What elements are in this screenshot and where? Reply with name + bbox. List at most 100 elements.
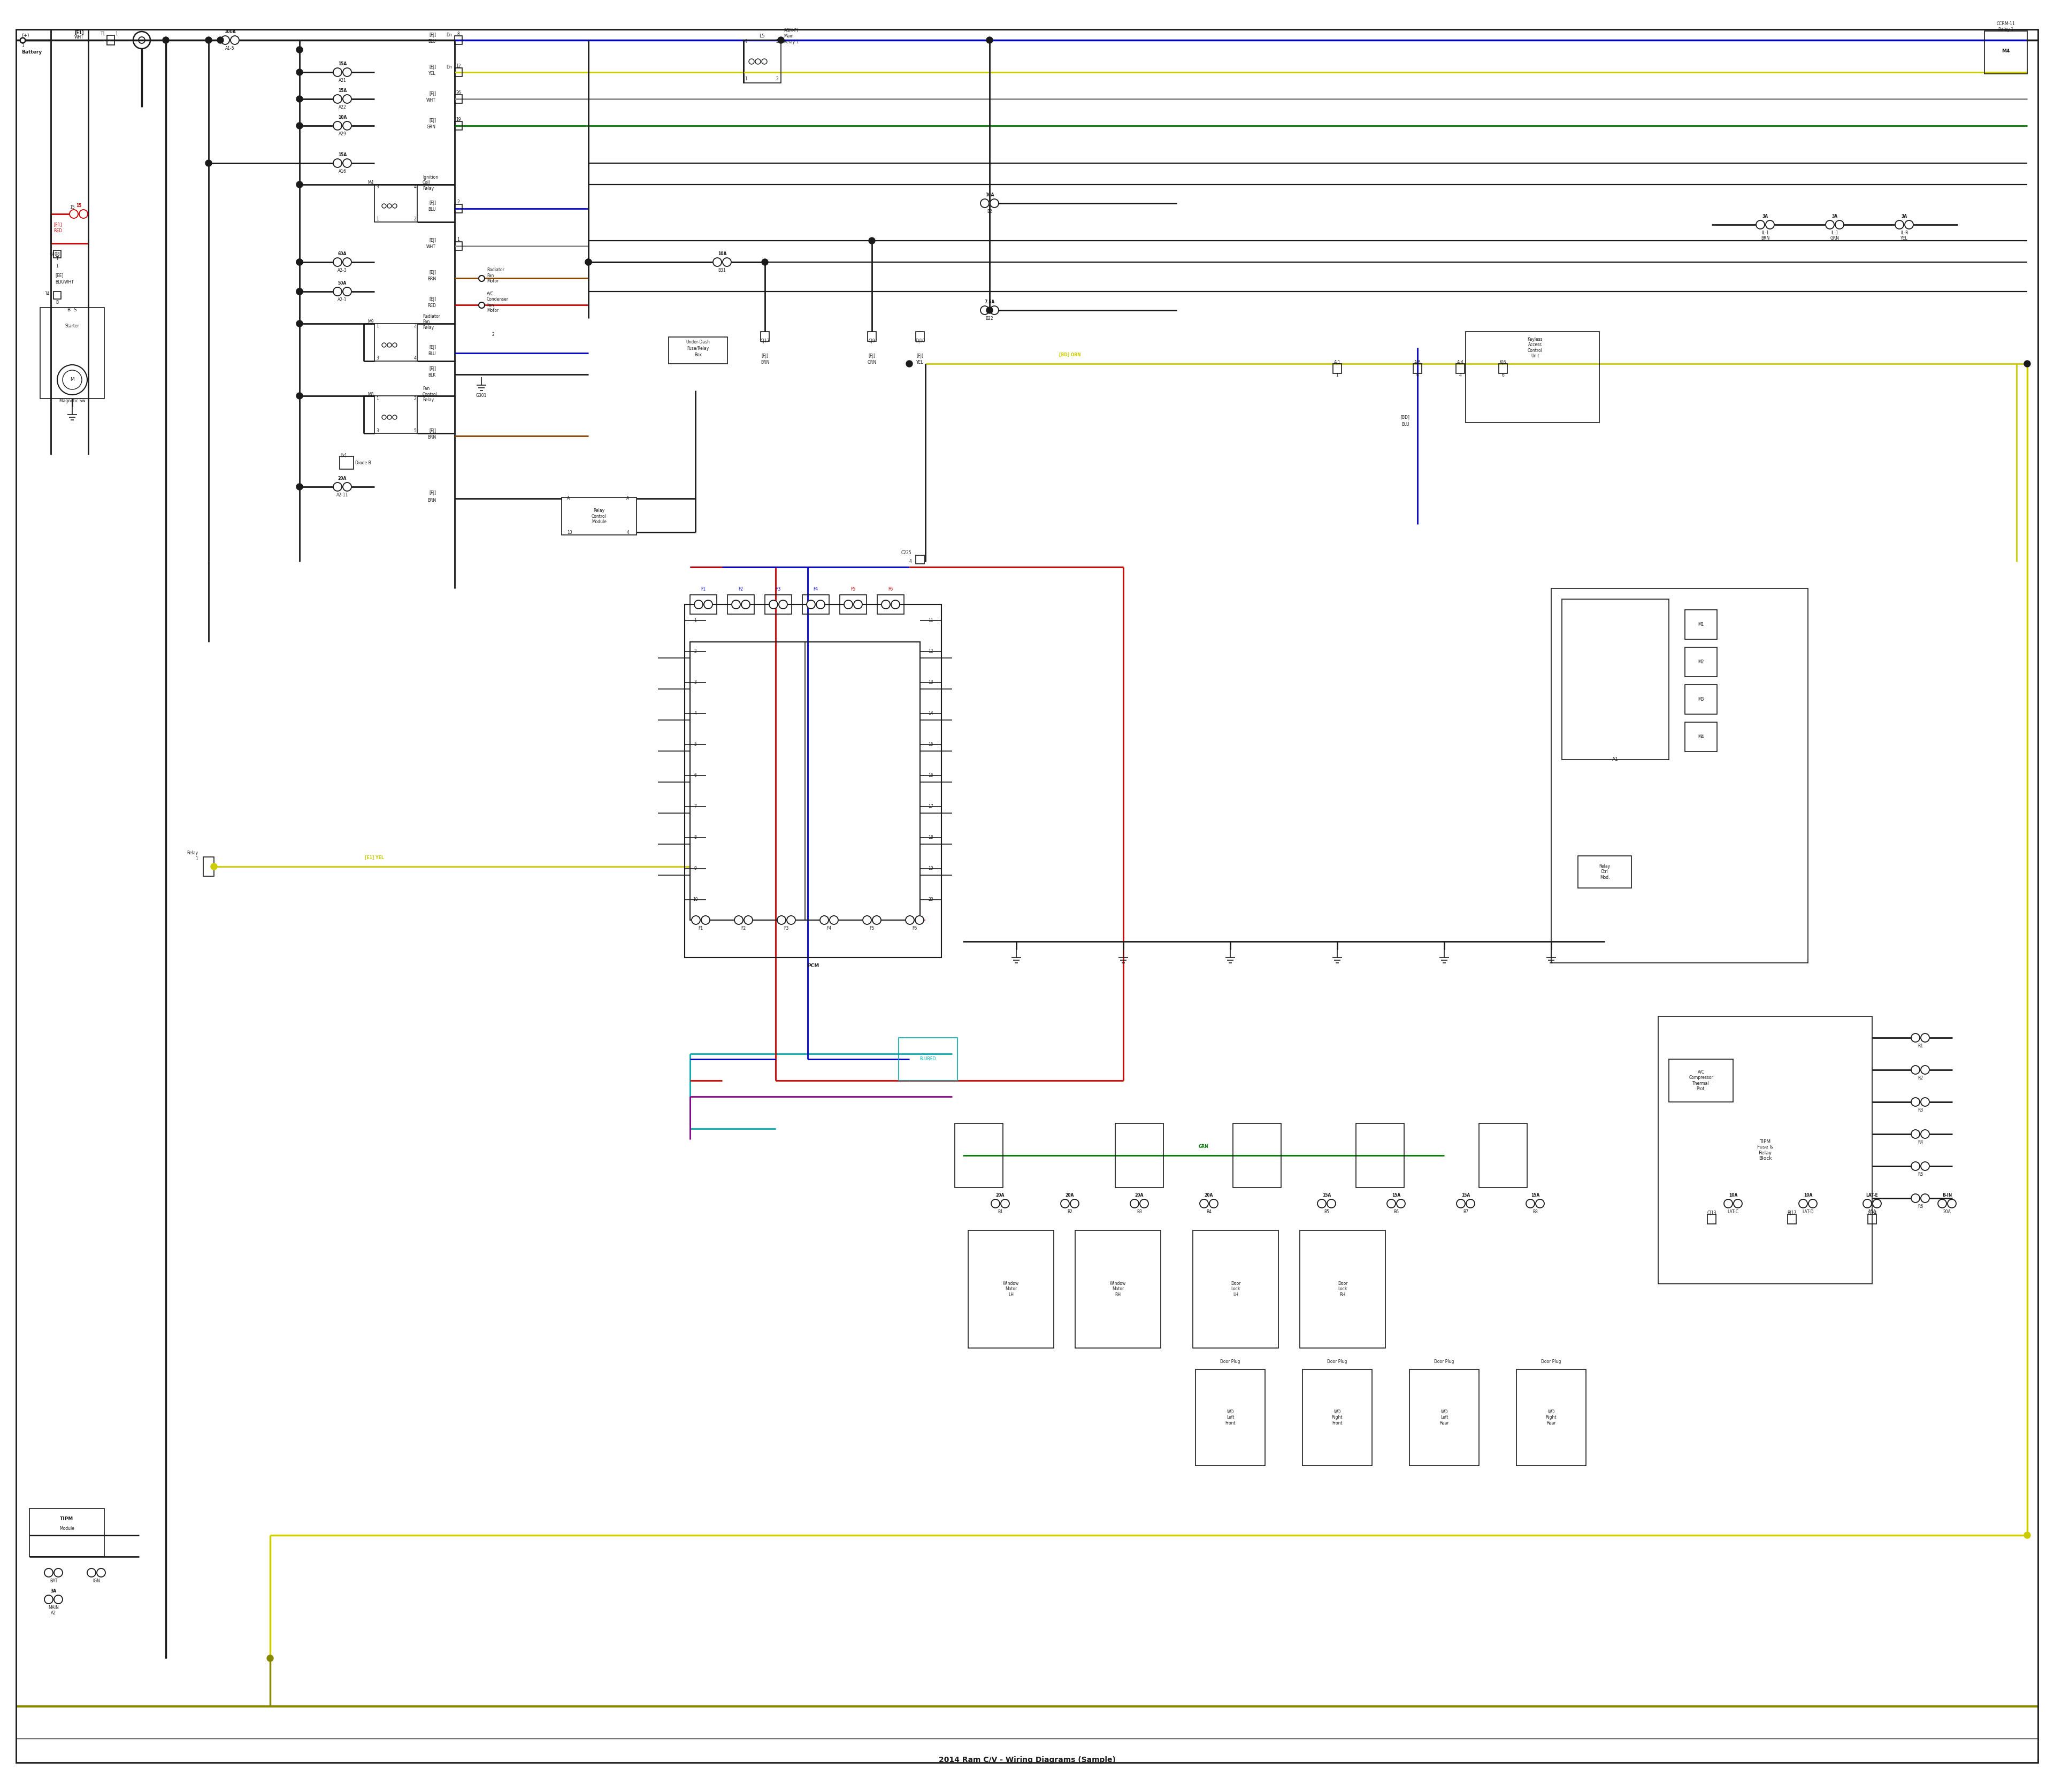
Circle shape — [1826, 220, 1834, 229]
Text: T1: T1 — [101, 30, 105, 36]
Text: 100A: 100A — [224, 29, 236, 34]
Text: Door Plug: Door Plug — [1540, 1360, 1561, 1364]
Text: F5: F5 — [850, 588, 857, 591]
Text: WD
Left
Rear: WD Left Rear — [1440, 1410, 1448, 1425]
Text: 1: 1 — [21, 43, 25, 48]
Text: 16: 16 — [928, 772, 933, 778]
Text: 11: 11 — [928, 618, 933, 624]
Circle shape — [1140, 1199, 1148, 1208]
Text: [EJ]: [EJ] — [429, 238, 435, 244]
Bar — [1516, 1369, 1586, 1466]
Text: R5: R5 — [1918, 1172, 1923, 1177]
Text: 15: 15 — [76, 202, 82, 208]
Text: C|9: C|9 — [869, 339, 875, 344]
Circle shape — [343, 258, 351, 267]
Text: 15: 15 — [928, 742, 933, 747]
Circle shape — [1456, 1199, 1465, 1208]
Text: 15A: 15A — [1393, 1193, 1401, 1197]
Circle shape — [296, 321, 302, 326]
Circle shape — [1386, 1199, 1395, 1208]
Circle shape — [1863, 1199, 1871, 1208]
Text: 13: 13 — [928, 681, 933, 685]
Circle shape — [70, 210, 78, 219]
Bar — [1356, 1124, 1405, 1188]
Text: 3: 3 — [776, 39, 778, 45]
Bar — [454, 204, 462, 213]
Text: 20A: 20A — [1943, 1210, 1951, 1215]
Text: BRN: BRN — [427, 498, 435, 502]
Bar — [107, 36, 115, 45]
Text: C|14: C|14 — [1867, 1211, 1877, 1215]
Bar — [53, 251, 62, 258]
Circle shape — [873, 916, 881, 925]
Circle shape — [1070, 1199, 1078, 1208]
Bar — [1707, 1215, 1715, 1224]
Text: [EJ]: [EJ] — [429, 346, 435, 349]
Circle shape — [723, 258, 731, 267]
Circle shape — [830, 916, 838, 925]
Bar — [840, 595, 867, 615]
Text: C|17: C|17 — [760, 339, 770, 344]
Bar — [41, 308, 105, 398]
Circle shape — [1920, 1161, 1929, 1170]
Circle shape — [1910, 1098, 1920, 1106]
Text: 3: 3 — [376, 185, 378, 190]
Circle shape — [267, 1656, 273, 1661]
Text: M1: M1 — [1699, 622, 1705, 627]
Text: T: T — [55, 256, 58, 262]
Text: B7: B7 — [1462, 1210, 1469, 1215]
Circle shape — [713, 258, 721, 267]
Circle shape — [1526, 1199, 1534, 1208]
Circle shape — [992, 1199, 1000, 1208]
Text: Keyless
Access
Control
Unit: Keyless Access Control Unit — [1528, 337, 1543, 358]
Text: B|17: B|17 — [1787, 1211, 1797, 1215]
Text: Diode B: Diode B — [355, 461, 372, 466]
Text: C408: C408 — [49, 251, 60, 256]
Bar — [916, 556, 924, 564]
Bar — [561, 498, 637, 536]
Text: TIPM: TIPM — [60, 1516, 74, 1521]
Text: 6: 6 — [694, 772, 696, 778]
Text: A2-1: A2-1 — [337, 297, 347, 303]
Text: WHT: WHT — [74, 36, 84, 39]
Text: 15A: 15A — [1530, 1193, 1540, 1197]
Bar — [29, 1509, 105, 1557]
Circle shape — [343, 68, 351, 77]
Text: 4: 4 — [694, 711, 696, 717]
Text: Relay
Ctrl
Mod.: Relay Ctrl Mod. — [1598, 864, 1610, 880]
Text: BLK/WHT: BLK/WHT — [55, 280, 74, 285]
Circle shape — [296, 95, 302, 102]
Text: Module: Module — [60, 1527, 74, 1530]
Text: 10A: 10A — [1803, 1193, 1812, 1197]
Text: F5: F5 — [869, 926, 875, 930]
Text: [EJ]: [EJ] — [916, 353, 924, 358]
Text: A2-3: A2-3 — [337, 269, 347, 272]
Circle shape — [1834, 220, 1844, 229]
Text: Window
Motor
RH: Window Motor RH — [1109, 1281, 1126, 1297]
Text: D|10: D|10 — [916, 339, 924, 344]
Circle shape — [1723, 1199, 1732, 1208]
Bar — [760, 332, 768, 340]
Text: BLK: BLK — [427, 373, 435, 378]
Text: 10: 10 — [692, 898, 698, 901]
Circle shape — [1904, 220, 1914, 229]
Text: [BD] ORN: [BD] ORN — [1060, 353, 1080, 357]
Text: [EJ]: [EJ] — [429, 491, 435, 496]
Circle shape — [980, 306, 990, 315]
Circle shape — [53, 1568, 62, 1577]
Circle shape — [1808, 1199, 1818, 1208]
Text: Dn: Dn — [446, 65, 452, 70]
Text: BRN: BRN — [760, 360, 770, 364]
Bar — [1684, 609, 1717, 640]
Text: LAT-D: LAT-D — [1801, 1210, 1814, 1215]
Text: GRN: GRN — [427, 124, 435, 129]
Bar — [1195, 1369, 1265, 1466]
Text: BLU: BLU — [427, 351, 435, 357]
Text: 4: 4 — [413, 357, 417, 360]
Text: 26: 26 — [456, 90, 460, 95]
Circle shape — [768, 600, 778, 609]
Text: F3: F3 — [776, 588, 781, 591]
Text: [EJ]: [EJ] — [429, 118, 435, 124]
Text: 12: 12 — [928, 649, 933, 654]
Text: 4: 4 — [908, 559, 912, 564]
